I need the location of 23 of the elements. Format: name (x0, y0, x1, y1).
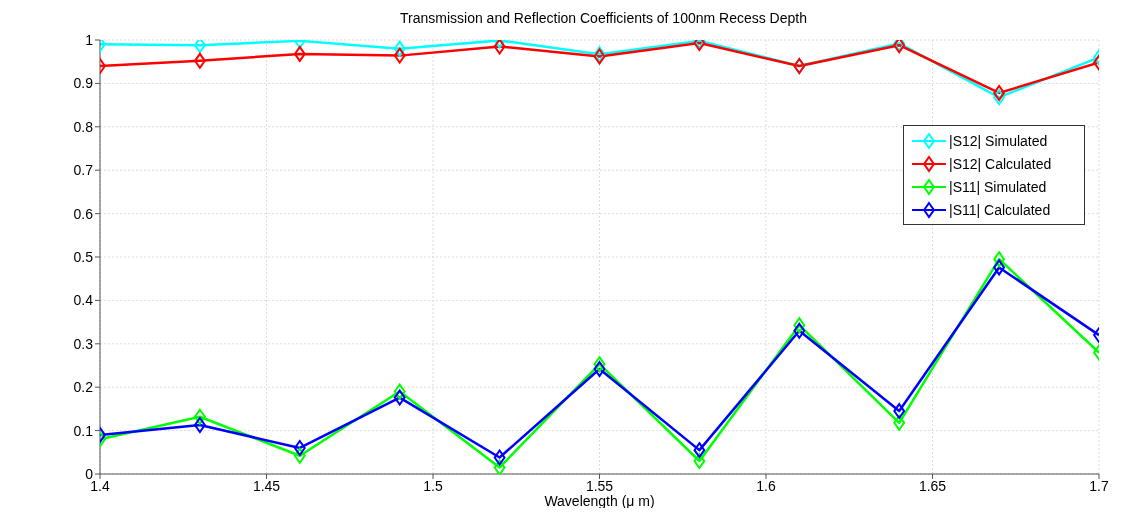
x-tick-label: 1.5 (423, 477, 443, 494)
legend-label: |S12| Simulated (949, 132, 1048, 149)
y-tick-label: 0.9 (73, 75, 94, 92)
legend-label: |S12| Calculated (949, 155, 1052, 172)
y-tick-label: 0 (85, 465, 94, 482)
y-tick-label: 0.5 (73, 248, 94, 265)
x-tick-label: 1.45 (252, 477, 281, 494)
x-axis-title: Wavelength (μ m) (544, 493, 655, 509)
legend-label: |S11| Calculated (949, 201, 1051, 218)
x-tick-label: 1.65 (918, 477, 947, 494)
y-tick-label: 0.4 (73, 292, 94, 309)
y-tick-label: 0.3 (73, 335, 94, 352)
y-tick-label: 0.6 (73, 205, 94, 222)
chart-title: Transmission and Reflection Coefficients of 100nm Recess Depth (399, 10, 808, 26)
y-tick-label: 0.8 (73, 118, 94, 135)
legend-label: |S11| Simulated (949, 178, 1047, 195)
y-tick-label: 0.1 (73, 422, 94, 439)
x-tick-label: 1.55 (585, 477, 614, 494)
y-tick-label: 1 (85, 31, 94, 48)
x-tick-label: 1.7 (1089, 477, 1109, 494)
y-tick-label: 0.2 (73, 379, 94, 396)
x-tick-label: 1.6 (756, 477, 776, 494)
y-tick-label: 0.7 (73, 162, 94, 179)
